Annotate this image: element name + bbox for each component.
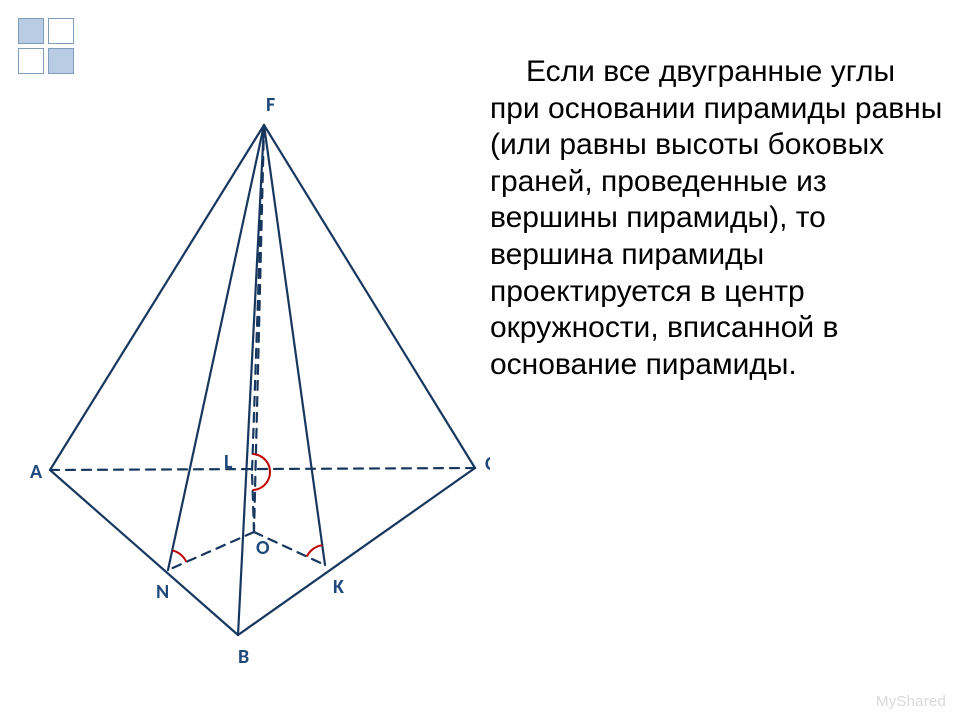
- slide: F A C B O L N K Если все двугранные углы при ос…: [0, 0, 960, 720]
- dashed-edge-F-O: [254, 125, 264, 532]
- edge-F-K: [264, 125, 325, 565]
- deco-square: [48, 48, 74, 74]
- label-A: A: [30, 460, 43, 484]
- angle-arc-N: [172, 550, 186, 561]
- deco-square: [18, 48, 44, 74]
- watermark: MyShared: [876, 693, 946, 710]
- angle-arc-K: [307, 545, 322, 556]
- text-block: Если все двугранные углы при основании п…: [490, 54, 950, 383]
- deco-square: [48, 18, 74, 44]
- label-O: O: [256, 536, 270, 560]
- edge-B-C: [238, 468, 475, 635]
- label-L: L: [224, 450, 233, 474]
- theorem-text: Если все двугранные углы при основании п…: [490, 54, 950, 383]
- diagram-container: F A C B O L N K: [20, 80, 490, 680]
- edge-F-C: [264, 125, 475, 468]
- dashed-edge-A-C: [50, 468, 475, 470]
- edge-F-A: [50, 125, 264, 470]
- edge-F-N: [168, 125, 264, 570]
- deco-square: [18, 18, 44, 44]
- label-B: B: [238, 645, 249, 669]
- label-F: F: [266, 93, 275, 117]
- label-K: K: [333, 575, 344, 599]
- label-C: C: [485, 452, 490, 476]
- label-N: N: [156, 580, 169, 604]
- pyramid-diagram: F A C B O L N K: [20, 80, 490, 680]
